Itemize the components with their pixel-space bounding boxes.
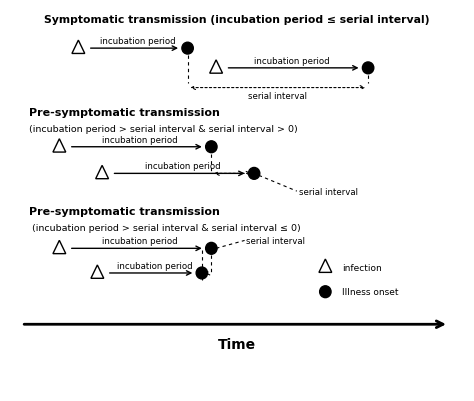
- Circle shape: [319, 286, 331, 298]
- Text: incubation period: incubation period: [254, 57, 330, 66]
- Text: incubation period: incubation period: [100, 37, 175, 46]
- Circle shape: [196, 267, 208, 279]
- Text: serial interval: serial interval: [299, 187, 358, 196]
- Text: incubation period: incubation period: [117, 261, 192, 270]
- Text: Pre-symptomatic transmission: Pre-symptomatic transmission: [29, 207, 220, 217]
- Text: (incubation period > serial interval & serial interval ≤ 0): (incubation period > serial interval & s…: [29, 223, 301, 232]
- Circle shape: [206, 243, 217, 255]
- Text: serial interval: serial interval: [248, 91, 307, 100]
- Text: incubation period: incubation period: [102, 237, 178, 246]
- Text: incubation period: incubation period: [145, 162, 221, 171]
- Text: Illness onset: Illness onset: [342, 288, 399, 296]
- Circle shape: [206, 142, 217, 153]
- Text: Time: Time: [218, 337, 256, 351]
- Text: Pre-symptomatic transmission: Pre-symptomatic transmission: [29, 108, 220, 118]
- Text: (incubation period > serial interval & serial interval > 0): (incubation period > serial interval & s…: [29, 125, 298, 134]
- Text: infection: infection: [342, 263, 382, 272]
- Circle shape: [182, 43, 193, 55]
- Circle shape: [363, 63, 374, 75]
- Text: Symptomatic transmission (incubation period ≤ serial interval): Symptomatic transmission (incubation per…: [44, 14, 430, 24]
- Text: incubation period: incubation period: [102, 136, 178, 144]
- Circle shape: [248, 168, 260, 180]
- Text: serial interval: serial interval: [246, 236, 306, 245]
